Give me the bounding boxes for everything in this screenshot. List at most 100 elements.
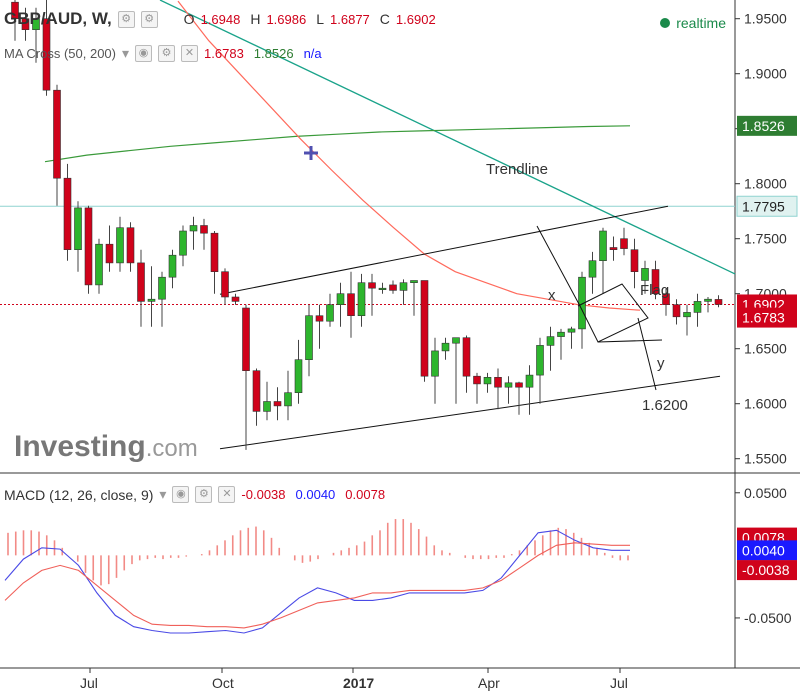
candle-body	[557, 331, 565, 337]
ma200-line	[44, 125, 631, 163]
candle-body	[105, 243, 114, 264]
candle-body	[200, 225, 208, 234]
candle-body	[189, 225, 198, 232]
candle-body	[221, 271, 229, 298]
candle-body	[473, 375, 481, 385]
candle-body	[399, 282, 408, 291]
ma-na-value: n/a	[303, 46, 322, 61]
x-tick-label: 2017	[343, 675, 374, 691]
settings-icon[interactable]: ⚙	[117, 10, 135, 28]
macd-legend: MACD (12, 26, close, 9) ▾ ◉ ⚙ ✕ -0.0038 …	[4, 486, 389, 503]
ma200-value: 1.8526	[253, 46, 294, 61]
candle-body	[420, 280, 429, 377]
macd-signal-value: 0.0040	[295, 487, 336, 502]
channel-lower-line	[219, 375, 721, 450]
ma-legend-dropdown-icon[interactable]: ▾	[122, 45, 130, 61]
open-label: O	[183, 11, 195, 27]
watermark-main: Investing	[14, 430, 146, 463]
macd-value-tag-label: 0.0040	[742, 542, 785, 558]
x-tick-label: Oct	[212, 675, 234, 691]
candle-body	[53, 89, 61, 179]
candle-body	[147, 298, 156, 302]
eye-icon[interactable]: ◉	[135, 45, 153, 62]
candle-body	[630, 249, 639, 272]
x-tick-label: Apr	[478, 675, 500, 691]
macd-legend-label: MACD (12, 26, close, 9)	[4, 486, 154, 503]
candle-body	[179, 230, 187, 256]
price-tag-label: 1.7795	[742, 198, 785, 214]
gear-icon[interactable]: ⚙	[140, 10, 158, 28]
macd-eye-icon[interactable]: ◉	[172, 486, 190, 503]
x-tick-label: Jul	[80, 675, 98, 691]
y-tick-label: 1.7500	[744, 231, 787, 247]
target-annotation: 1.6200	[642, 397, 688, 414]
low-label: L	[316, 11, 325, 27]
projection-line	[637, 317, 657, 391]
price-tag	[737, 115, 797, 136]
flag-base-line	[597, 339, 663, 343]
macd-settings-icon[interactable]: ⚙	[195, 486, 213, 503]
candle-body	[284, 392, 292, 407]
candle-body	[368, 282, 376, 289]
candle-body	[137, 262, 145, 302]
macd-hist-value: 0.0078	[345, 487, 386, 502]
macd-value-tag	[737, 560, 797, 581]
flag-pattern-lines	[536, 225, 649, 343]
trendline-annotation: Trendline	[486, 161, 548, 178]
candle-body	[210, 232, 219, 272]
candle-body	[483, 376, 492, 385]
candle-body	[168, 254, 177, 278]
candle-body	[515, 382, 523, 388]
candle-body	[494, 376, 502, 388]
open-value: 1.6948	[200, 11, 241, 27]
candle-body	[305, 315, 313, 361]
y-tick-label: 1.9000	[744, 66, 787, 82]
price-tag	[737, 307, 797, 328]
symbol-title: GBP/AUD, W,	[4, 9, 112, 28]
candle-body	[620, 238, 628, 249]
symbol-header: GBP/AUD, W, ⚙ ⚙ O 1.6948 H 1.6986 L 1.68…	[4, 9, 440, 29]
candle-body	[126, 227, 135, 264]
macd-signal-line	[4, 542, 630, 629]
watermark-suffix: .com	[145, 435, 198, 462]
candle-body	[536, 345, 544, 376]
realtime-indicator: realtime	[660, 15, 726, 31]
macd-dropdown-icon[interactable]: ▾	[159, 486, 167, 502]
candle-body	[74, 207, 82, 250]
candle-body	[263, 401, 271, 412]
close-label: C	[379, 11, 390, 27]
candle-body	[357, 282, 366, 317]
candle-body	[11, 1, 19, 20]
candle-body	[315, 315, 324, 322]
candle-body	[704, 298, 712, 302]
candle-body	[21, 18, 30, 31]
close-value: 1.6902	[395, 11, 436, 27]
y-tick-label: 1.9500	[744, 11, 787, 27]
candle-body	[651, 269, 660, 295]
candle-body	[609, 247, 618, 250]
candle-body	[231, 296, 240, 302]
low-value: 1.6877	[330, 11, 370, 27]
y-tick-label: 1.6500	[744, 341, 787, 357]
candle-body	[588, 260, 597, 278]
candle-body	[252, 370, 261, 412]
ma-settings-icon[interactable]: ⚙	[158, 45, 176, 62]
candle-body	[158, 276, 166, 300]
ma-legend: MA Cross (50, 200) ▾ ◉ ⚙ ✕ 1.6783 1.8526…	[4, 45, 326, 62]
candle-body	[63, 177, 72, 250]
candle-body	[662, 293, 670, 306]
candle-body	[116, 227, 124, 264]
candle-body	[431, 350, 439, 377]
x-tick-label: Jul	[610, 675, 628, 691]
macd-close-icon[interactable]: ✕	[218, 486, 236, 503]
investing-watermark: Investing.com	[14, 430, 198, 464]
candle-body	[32, 18, 40, 31]
realtime-dot-icon	[660, 18, 671, 28]
ma50-line	[177, 0, 641, 311]
ma50-value: 1.6783	[204, 46, 244, 61]
price-tag	[736, 195, 798, 217]
candle-body	[378, 287, 387, 291]
ma-close-icon[interactable]: ✕	[181, 45, 199, 62]
